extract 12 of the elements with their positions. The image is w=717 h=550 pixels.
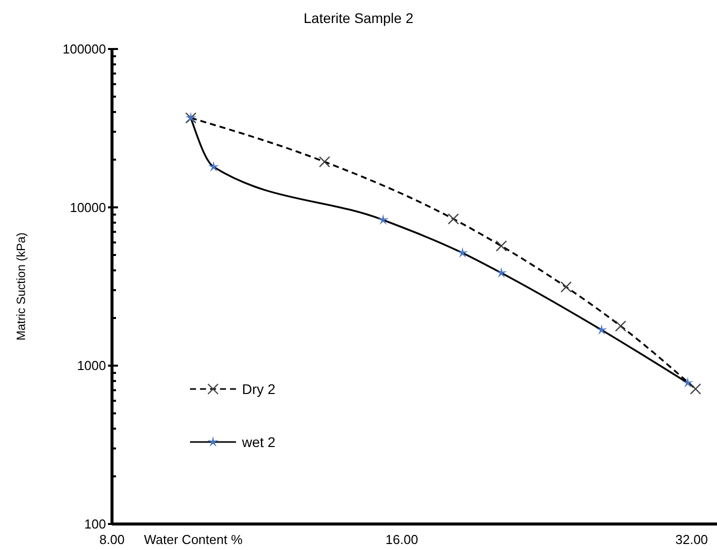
y-tick-label: 10000: [70, 200, 106, 215]
x-tick-label: 8.00: [99, 532, 125, 547]
y-axis-title: Matric Suction (kPa): [14, 232, 28, 341]
y-tick-label: 100000: [62, 42, 106, 57]
x-tick-label: 16.00: [386, 532, 418, 547]
y-tick-label: 1000: [77, 358, 106, 374]
x-tick-label: 32.00: [675, 532, 708, 547]
x-axis-title: Water Content %: [144, 532, 243, 547]
legend-label: wet 2: [241, 434, 276, 450]
legend-label: Dry 2: [242, 380, 276, 397]
y-tick-label: 100: [84, 516, 106, 532]
chart-title: Laterite Sample 2: [304, 10, 414, 26]
